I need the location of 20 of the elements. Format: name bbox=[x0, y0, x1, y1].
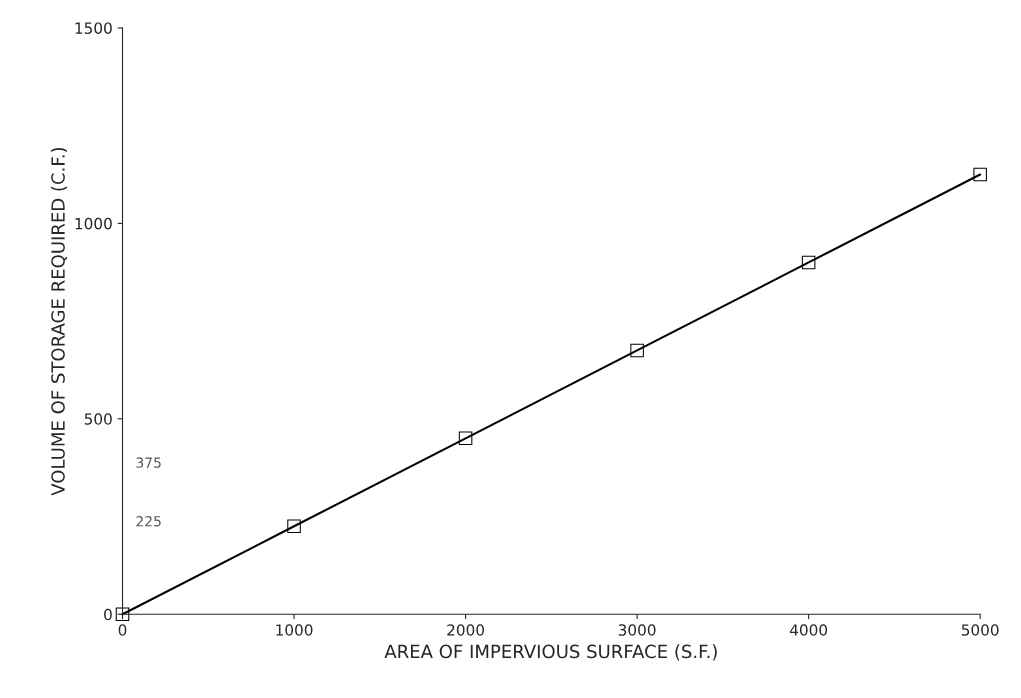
point bbox=[630, 343, 644, 358]
y-tick-label: 1000 bbox=[75, 217, 112, 230]
x-tick-label: 1000 bbox=[276, 624, 313, 636]
x-axis-title: AREA OF IMPERVIOUS SURFACE (S.F.) bbox=[384, 644, 717, 661]
y-tick-label: 1500 bbox=[75, 22, 112, 34]
y-tick-label: 500 bbox=[84, 413, 112, 425]
x-tick-label: 4000 bbox=[789, 624, 828, 636]
y-axis-title: VOLUME OF STORAGE REQUIRED (C.F.) bbox=[50, 147, 67, 496]
point bbox=[458, 431, 473, 446]
x-tick-label: 5000 bbox=[961, 624, 999, 636]
point bbox=[801, 255, 816, 270]
x-tick-label: 0 bbox=[118, 624, 127, 636]
y-tick-label: 0 bbox=[104, 608, 112, 621]
annotation: 225 bbox=[136, 515, 161, 527]
x-tick-label: 3000 bbox=[618, 624, 656, 636]
x-tick-label: 2000 bbox=[447, 624, 484, 636]
point bbox=[973, 167, 987, 182]
point bbox=[115, 607, 130, 622]
point bbox=[287, 519, 301, 534]
annotation: 375 bbox=[136, 457, 161, 468]
